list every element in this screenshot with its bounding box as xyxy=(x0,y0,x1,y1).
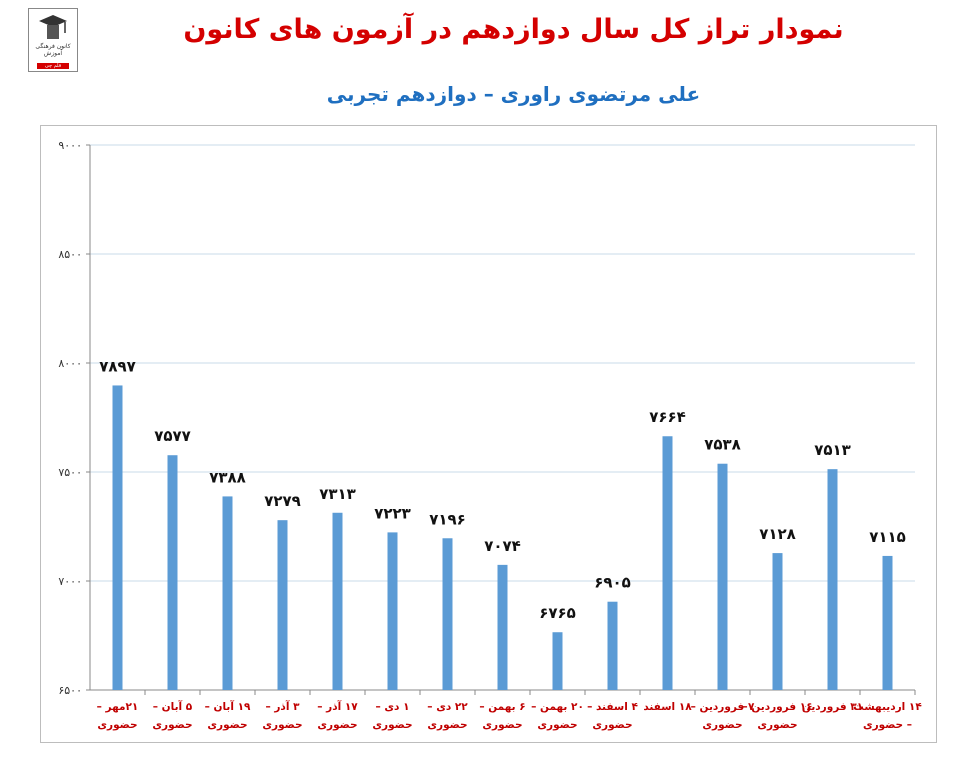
bar xyxy=(662,436,673,690)
category-label: حضوری xyxy=(262,719,302,731)
data-label: ۷۱۲۸ xyxy=(759,525,796,543)
category-label: ۱۶ فروردین – xyxy=(742,701,812,713)
category-label: حضوری xyxy=(317,719,357,731)
category-label: – حضوری xyxy=(863,719,912,731)
data-label: ۷۳۸۸ xyxy=(209,468,246,486)
bar xyxy=(607,601,618,690)
y-tick-label: ۸۵۰۰ xyxy=(58,248,82,261)
category-label: ۳ آذر – xyxy=(265,700,300,713)
y-tick-label: ۹۰۰۰ xyxy=(58,139,82,152)
bar xyxy=(497,564,508,690)
data-label: ۶۹۰۵ xyxy=(594,574,631,592)
category-label: ۲۰ بهمن – xyxy=(531,701,584,713)
data-label: ۷۳۱۳ xyxy=(319,485,356,503)
data-label: ۷۵۳۸ xyxy=(704,436,741,454)
category-label: ۱۴ اردیبهشت xyxy=(853,701,922,713)
graduation-cap-icon xyxy=(39,15,67,39)
category-label: حضوری xyxy=(207,719,247,731)
bar xyxy=(332,512,343,690)
category-label: ۵ آبان – xyxy=(153,700,193,713)
bar xyxy=(552,632,563,690)
category-label: حضوری xyxy=(482,719,522,731)
chart-title: نمودار تراز کل سال دوازدهم در آزمون های … xyxy=(183,14,844,45)
data-label: ۷۲۷۹ xyxy=(264,492,301,510)
bar xyxy=(222,496,233,690)
bar xyxy=(277,520,288,690)
data-label: ۷۱۹۶ xyxy=(429,510,466,528)
bar xyxy=(167,455,178,690)
data-label: ۷۰۷۴ xyxy=(484,537,521,555)
category-label: ۲۱مهر – xyxy=(97,701,139,713)
bar xyxy=(387,532,398,690)
category-label: حضوری xyxy=(427,719,467,731)
category-label: حضوری xyxy=(97,719,137,731)
category-label: ۱۸ اسفند xyxy=(643,701,692,713)
category-label: ۳۱ فروردین xyxy=(802,701,863,713)
bar xyxy=(717,463,728,690)
chart-subtitle: علی مرتضوی راوری – دوازدهم تجربی xyxy=(326,82,701,106)
category-label: حضوری xyxy=(537,719,577,731)
bar xyxy=(827,469,838,690)
category-label: حضوری xyxy=(592,719,632,731)
chart-frame xyxy=(40,125,937,743)
y-tick-label: ۷۵۰۰ xyxy=(58,466,82,479)
y-tick-label: ۶۵۰۰ xyxy=(58,684,82,697)
category-label: حضوری xyxy=(757,719,797,731)
y-tick-label: ۷۰۰۰ xyxy=(58,575,82,588)
data-label: ۷۶۶۴ xyxy=(649,408,686,426)
logo: کانون فرهنگی آموزش قلم چی xyxy=(28,8,78,72)
y-tick-label: ۸۰۰۰ xyxy=(58,357,82,370)
bar xyxy=(882,555,893,690)
bar xyxy=(442,538,453,690)
data-label: ۷۲۲۳ xyxy=(374,504,411,522)
category-label: ۱ دی – xyxy=(376,701,410,713)
data-label: ۷۸۹۷ xyxy=(99,357,136,375)
category-label: حضوری xyxy=(152,719,192,731)
category-label: ۴ اسفند – xyxy=(587,701,638,713)
category-label: ۷ فروردین – xyxy=(691,701,755,713)
category-label: ۲۲ دی – xyxy=(427,701,468,713)
category-label: ۶ بهمن – xyxy=(479,701,525,713)
category-label: ۱۷ آذر – xyxy=(317,700,358,713)
data-label: ۶۷۶۵ xyxy=(539,604,576,622)
logo-strip: قلم چی xyxy=(37,63,69,69)
bar xyxy=(772,553,783,690)
category-label: حضوری xyxy=(372,719,412,731)
data-label: ۷۵۷۷ xyxy=(154,427,191,445)
data-label: ۷۵۱۳ xyxy=(814,441,851,459)
logo-text: کانون فرهنگی آموزش xyxy=(35,43,71,57)
bar xyxy=(112,385,123,690)
data-label: ۷۱۱۵ xyxy=(869,528,906,546)
category-label: ۱۹ آبان – xyxy=(205,700,251,713)
category-label: حضوری xyxy=(702,719,742,731)
